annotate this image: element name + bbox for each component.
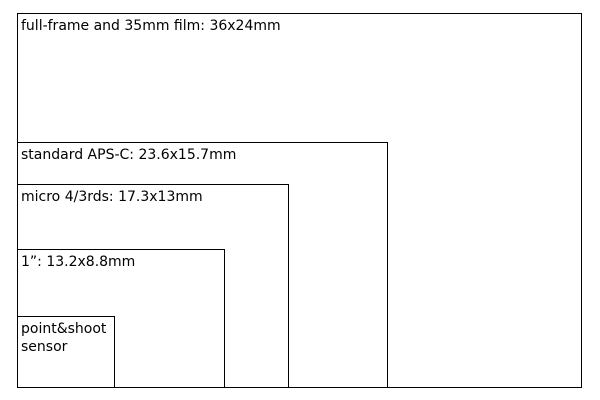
micro-four-thirds-sensor-label: micro 4/3rds: 17.3x13mm [21,189,203,205]
aps-c-sensor-label: standard APS-C: 23.6x15.7mm [21,147,237,163]
point-and-shoot-sensor-label: point&shoot sensor [21,321,107,355]
point-and-shoot-sensor-box: point&shoot sensor [17,316,115,388]
one-inch-sensor-label: 1”: 13.2x8.8mm [21,254,136,270]
full-frame-sensor-label: full-frame and 35mm film: 36x24mm [21,18,281,34]
